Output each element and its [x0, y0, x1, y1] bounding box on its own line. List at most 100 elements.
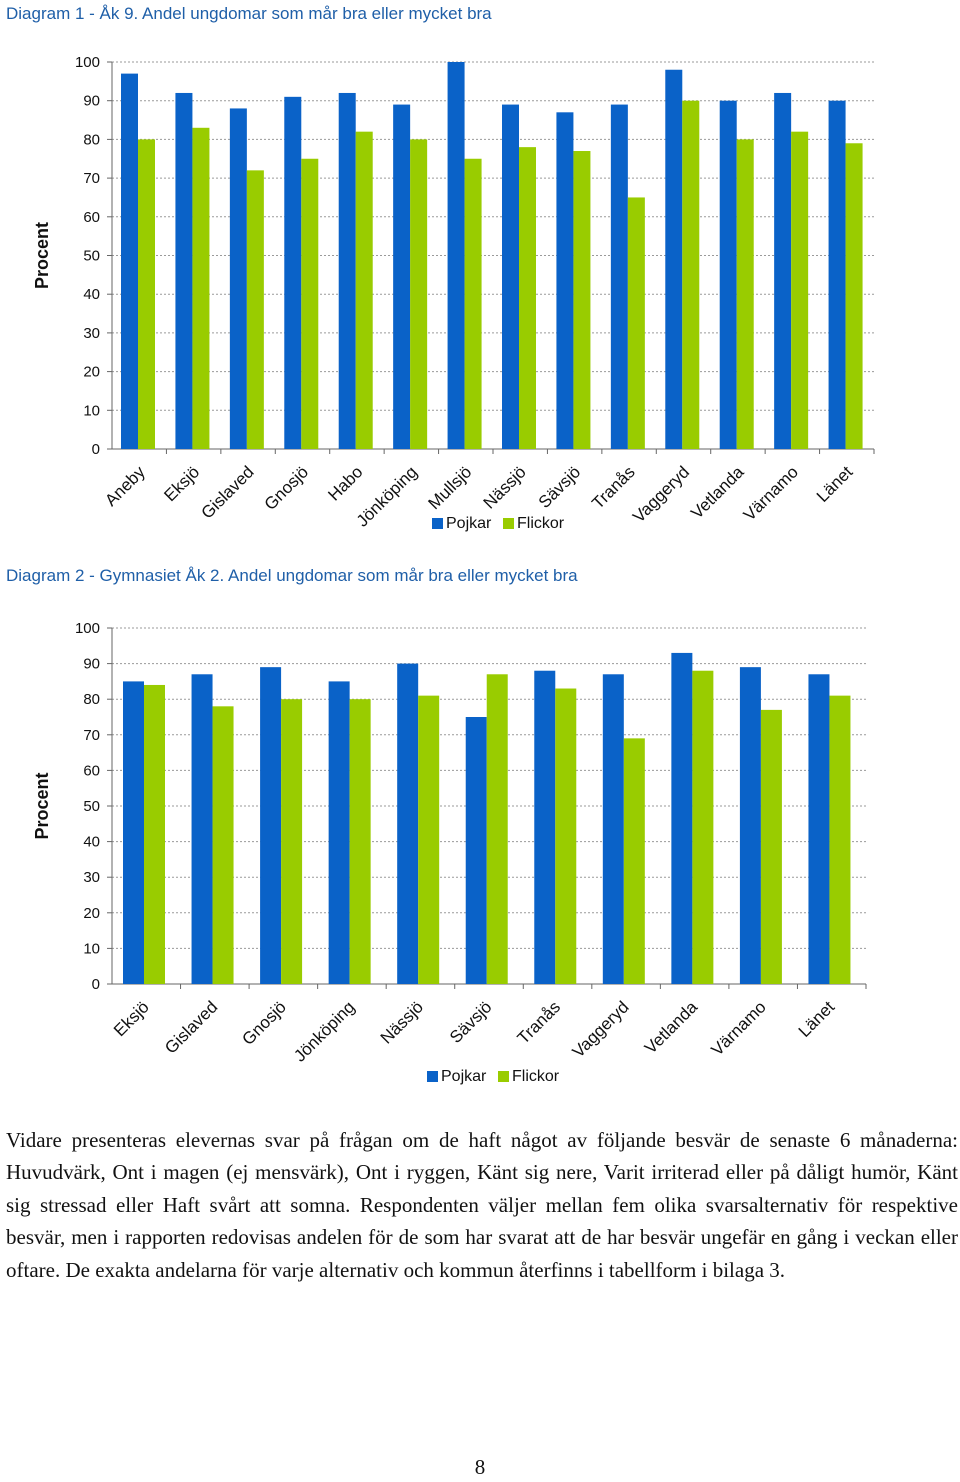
y-tick-label: 0	[92, 441, 100, 458]
bar-pojkar-jonkoping	[328, 681, 350, 984]
x-category-label: Värnamo	[708, 997, 770, 1059]
y-tick-label: 80	[83, 131, 100, 148]
x-category-label: Habo	[324, 462, 366, 504]
bar-flickor-habo	[355, 131, 373, 449]
y-tick-label: 90	[83, 656, 100, 673]
bar-flickor-vetlanda	[692, 670, 714, 984]
x-category-label: Gislaved	[197, 462, 257, 522]
x-category-label: Sävsjö	[535, 462, 585, 512]
bar-flickor-aneby	[138, 139, 155, 449]
legend-swatch-flickor	[498, 1071, 509, 1082]
bar-flickor-savsjo	[573, 151, 591, 449]
legend-label-pojkar: Pojkar	[441, 1068, 487, 1085]
y-tick-label: 40	[83, 286, 100, 303]
y-tick-label: 60	[83, 209, 100, 226]
y-tick-label: 30	[83, 325, 100, 342]
bar-pojkar-lanet	[808, 674, 830, 984]
x-category-label: Länet	[813, 462, 857, 506]
y-tick-label: 20	[83, 364, 100, 381]
bar-flickor-nassjo	[418, 695, 440, 984]
bar-pojkar-eksjo	[175, 92, 193, 450]
y-tick-label: 20	[83, 905, 100, 922]
bar-pojkar-varnamo	[739, 667, 761, 984]
body-paragraph: Vidare presenteras elevernas svar på frå…	[6, 1128, 958, 1282]
bar-pojkar-vetlanda	[671, 652, 693, 984]
x-category-label: Jönköping	[290, 997, 358, 1065]
x-category-label: Värnamo	[740, 462, 802, 524]
x-category-label: Eksjö	[160, 462, 203, 505]
bar-flickor-gislaved	[246, 170, 264, 450]
x-category-label: Mullsjö	[425, 462, 476, 513]
bar-flickor-lanet	[829, 695, 851, 984]
legend-label-pojkar: Pojkar	[446, 515, 492, 532]
y-tick-label: 80	[83, 691, 100, 708]
x-category-label: Aneby	[101, 462, 149, 510]
bar-pojkar-vaggeryd	[665, 69, 683, 450]
bar-pojkar-jonkoping	[393, 104, 411, 449]
x-category-label: Vetlanda	[641, 997, 702, 1058]
bar-flickor-nassjo	[519, 147, 536, 449]
y-tick-label: 100	[75, 620, 100, 637]
x-category-label: Sävsjö	[446, 997, 496, 1047]
bar-flickor-gnosjo	[281, 699, 303, 984]
legend-swatch-pojkar	[432, 518, 443, 529]
y-tick-label: 90	[83, 93, 100, 110]
x-category-label: Gnosjö	[261, 462, 313, 514]
x-category-label: Länet	[795, 997, 839, 1041]
x-category-label: Vaggeryd	[629, 462, 693, 526]
y-axis-label: Procent	[32, 222, 52, 289]
bar-pojkar-habo	[338, 92, 356, 450]
x-category-label: Gislaved	[161, 997, 221, 1057]
bar-pojkar-savsjo	[465, 717, 487, 984]
bar-flickor-eksjo	[192, 127, 210, 449]
chart-2-title: Diagram 2 - Gymnasiet Åk 2. Andel ungdom…	[6, 566, 578, 585]
bar-pojkar-aneby	[121, 73, 138, 450]
x-category-label: Vaggeryd	[569, 997, 633, 1061]
bar-pojkar-tranas	[610, 104, 628, 449]
bar-flickor-jonkoping	[410, 139, 428, 449]
bar-flickor-mullsjo	[464, 158, 482, 449]
y-tick-label: 10	[83, 402, 100, 419]
y-axis-label: Procent	[32, 772, 52, 839]
bar-pojkar-gnosjo	[284, 96, 302, 449]
bar-pojkar-eksjo	[123, 681, 144, 984]
bar-pojkar-gislaved	[191, 674, 213, 984]
bar-pojkar-mullsjo	[447, 62, 465, 449]
bar-flickor-jonkoping	[349, 699, 371, 984]
y-tick-label: 50	[83, 248, 100, 265]
bar-flickor-vaggeryd	[623, 738, 645, 984]
legend-swatch-flickor	[503, 518, 514, 529]
legend-label-flickor: Flickor	[517, 515, 565, 532]
bar-pojkar-vaggeryd	[602, 674, 624, 984]
legend-label-flickor: Flickor	[512, 1068, 560, 1085]
y-tick-label: 50	[83, 798, 100, 815]
chart-2: 0 10 20 30 40 50 60 70 80 90 100 Procent Eksjö Gislav…	[32, 620, 867, 1085]
chart-1-title: Diagram 1 - Åk 9. Andel ungdomar som mår…	[6, 4, 492, 23]
x-category-label: Nässjö	[377, 997, 427, 1047]
bar-pojkar-savsjo	[556, 112, 574, 449]
y-tick-label: 40	[83, 834, 100, 851]
bar-flickor-gislaved	[212, 706, 234, 984]
y-tick-label: 60	[83, 762, 100, 779]
x-category-label: Nässjö	[480, 462, 530, 512]
y-tick-label: 70	[83, 727, 100, 744]
y-tick-label: 30	[83, 869, 100, 886]
bar-flickor-vaggeryd	[682, 100, 700, 449]
bar-flickor-varnamo	[760, 709, 782, 984]
bar-flickor-vetlanda	[736, 139, 754, 449]
x-category-label: Tranås	[514, 997, 564, 1047]
bar-pojkar-nassjo	[502, 104, 519, 449]
bar-pojkar-gnosjo	[260, 667, 282, 984]
bar-flickor-gnosjo	[301, 158, 319, 449]
x-category-label: Vetlanda	[687, 462, 748, 523]
bar-pojkar-vetlanda	[719, 100, 737, 449]
bar-pojkar-gislaved	[229, 108, 247, 449]
bar-flickor-eksjo	[144, 684, 165, 984]
y-tick-label: 100	[75, 54, 100, 71]
bar-pojkar-lanet	[828, 100, 846, 449]
y-tick-label: 10	[83, 940, 100, 957]
bar-flickor-varnamo	[791, 131, 809, 449]
y-tick-label: 70	[83, 170, 100, 187]
y-tick-label: 0	[92, 976, 100, 993]
